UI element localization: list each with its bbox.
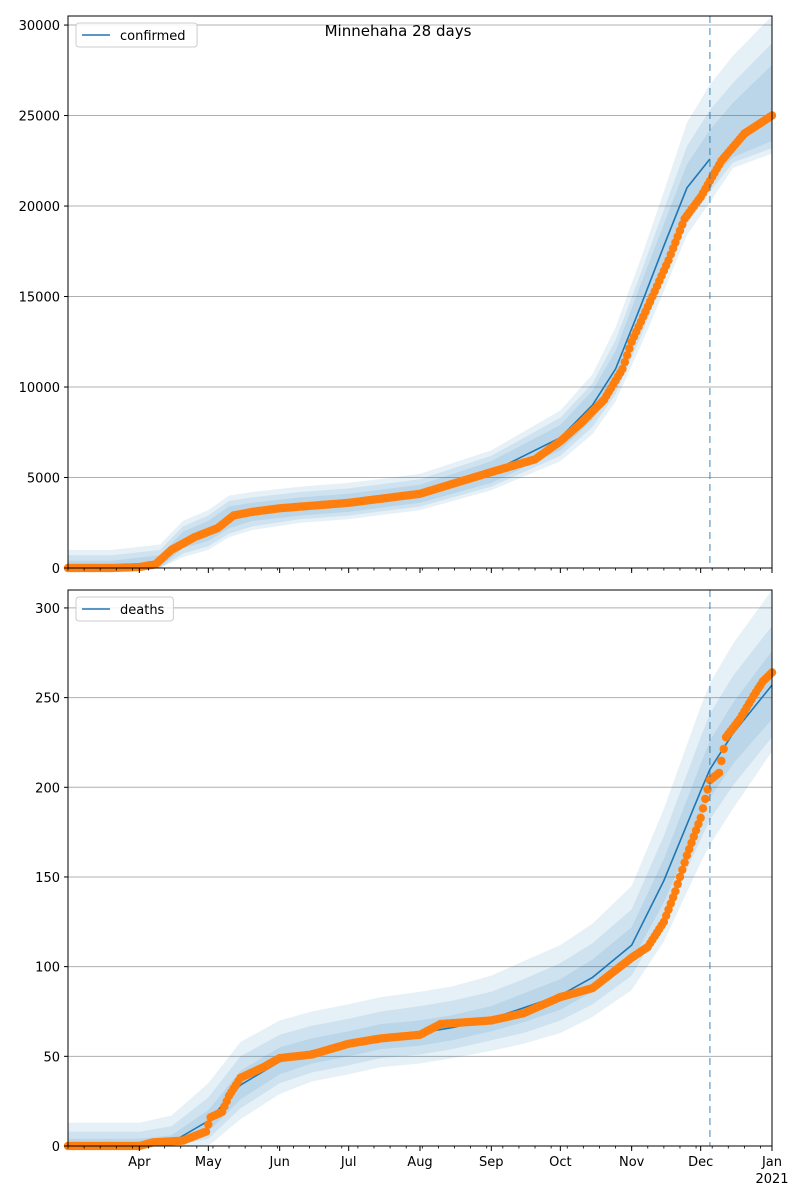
y-tick-label: 250 — [35, 692, 60, 707]
y-tick-label: 300 — [35, 602, 60, 617]
legend-label: confirmed — [120, 29, 186, 44]
confidence-band-2 — [68, 625, 772, 1146]
x-tick-label: Dec — [688, 1155, 713, 1170]
confirmed-panel: 0 5000 10000 15000 20000 25000 30000 confirmed — [19, 15, 777, 577]
y-tick-label: 5000 — [27, 472, 60, 487]
observed-point — [698, 804, 708, 813]
observed-point — [694, 819, 703, 829]
observed-point — [204, 1120, 213, 1129]
y-tick-label: 200 — [35, 781, 60, 796]
x-tick-label: Oct — [549, 1155, 571, 1170]
observed-point — [714, 768, 724, 778]
y-tick-label: 50 — [43, 1050, 60, 1065]
observed-point — [620, 357, 629, 367]
observed-point — [622, 351, 632, 360]
observed-point — [689, 832, 698, 841]
observed-point — [618, 364, 627, 374]
x-tick-label: Jul — [340, 1155, 357, 1170]
y-tick-label: 100 — [35, 961, 60, 976]
legend-box — [75, 22, 198, 48]
x-tick-label: Jan — [761, 1155, 782, 1170]
legend: deaths — [75, 596, 174, 622]
y-tick-label: 30000 — [19, 19, 60, 34]
confidence-band-1 — [68, 64, 772, 569]
observed-point — [687, 838, 696, 848]
observed-series — [63, 111, 777, 573]
deaths-panel: 0 50 100 150 200 250 300 Apr May Jun Jul Aug Sep Oct N… — [35, 589, 789, 1187]
observed-point — [719, 744, 728, 754]
x-tick-label: Nov — [619, 1155, 645, 1170]
chart-title: Minnehaha 28 days — [325, 22, 472, 40]
observed-point — [201, 1127, 211, 1136]
observed-point — [701, 794, 710, 804]
observed-point — [671, 887, 680, 896]
observed-point — [680, 858, 689, 867]
observed-point — [678, 865, 687, 874]
confidence-band-3 — [68, 590, 772, 1146]
y-tick-label: 10000 — [19, 381, 60, 396]
observed-series — [63, 668, 777, 1151]
y-tick-label: 20000 — [19, 200, 60, 215]
legend: confirmed — [75, 22, 198, 48]
observed-point — [717, 756, 726, 766]
observed-point — [696, 813, 705, 822]
confidence-band-3 — [68, 16, 772, 568]
x-tick-label: Sep — [479, 1155, 504, 1170]
x-tick-label: Aug — [407, 1155, 432, 1170]
observed-point — [673, 879, 682, 889]
y-tick-label: 0 — [52, 562, 60, 577]
observed-point — [675, 872, 685, 882]
legend-box — [75, 596, 174, 622]
legend-label: deaths — [120, 603, 165, 618]
observed-point — [625, 344, 634, 353]
confidence-band-2 — [68, 43, 772, 569]
y-tick-label: 0 — [52, 1140, 60, 1155]
y-tick-label: 150 — [35, 871, 60, 886]
y-tick-label: 15000 — [19, 291, 60, 306]
x-year-label: 2021 — [755, 1172, 788, 1187]
x-tick-label: Jun — [269, 1155, 290, 1170]
y-tick-label: 25000 — [19, 110, 60, 125]
observed-point — [685, 845, 694, 854]
x-tick-label: Apr — [128, 1155, 151, 1170]
x-tick-label: May — [195, 1155, 222, 1170]
